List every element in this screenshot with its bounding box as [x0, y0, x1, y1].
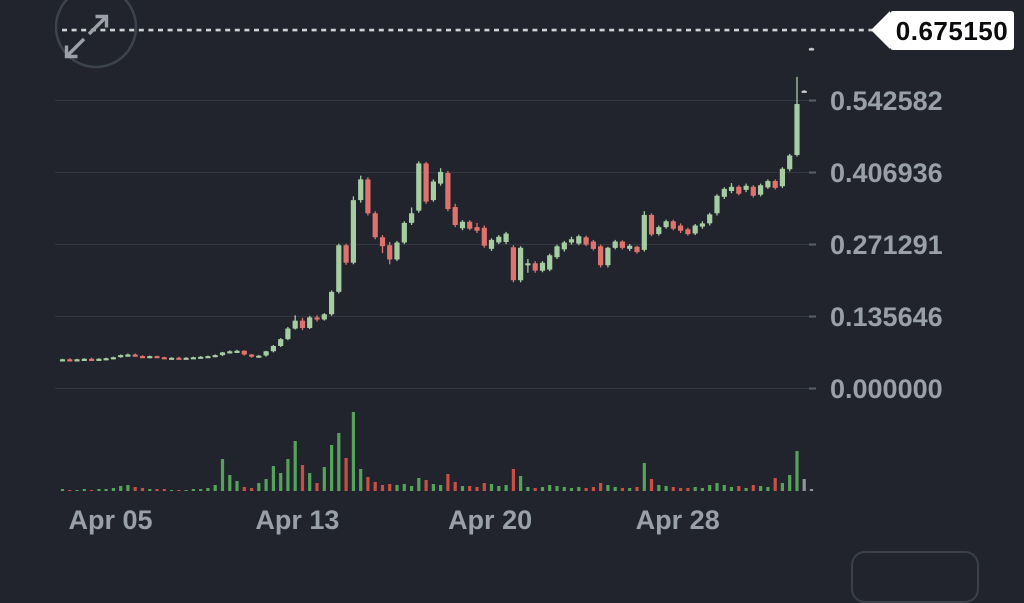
svg-text:Apr 28: Apr 28 [636, 505, 720, 535]
svg-text:Apr 20: Apr 20 [448, 505, 532, 535]
x-axis-labels: Apr 05 Apr 13 Apr 20 Apr 28 [68, 505, 719, 535]
price-chart[interactable]: 0.542582 0.406936 0.271291 0.135646 0.000000… [0, 0, 1024, 576]
candles-layer [59, 47, 815, 362]
gridlines [55, 99, 816, 390]
expand-button[interactable] [50, 0, 142, 72]
svg-text:0.271291: 0.271291 [830, 230, 943, 260]
expand-icon [54, 0, 138, 69]
svg-text:0.406936: 0.406936 [830, 158, 943, 188]
bottom-right-button[interactable] [851, 551, 979, 603]
current-price-tag: 0.675150 [871, 11, 1014, 50]
svg-text:Apr 13: Apr 13 [255, 505, 339, 535]
current-price-value: 0.675150 [895, 15, 1009, 46]
volume-bars [60, 412, 814, 491]
y-axis-labels: 0.542582 0.406936 0.271291 0.135646 0.000000 [830, 86, 943, 404]
svg-text:0.135646: 0.135646 [830, 302, 943, 332]
svg-text:Apr 05: Apr 05 [68, 505, 152, 535]
svg-text:0.000000: 0.000000 [830, 374, 943, 404]
svg-text:0.542582: 0.542582 [830, 86, 943, 116]
